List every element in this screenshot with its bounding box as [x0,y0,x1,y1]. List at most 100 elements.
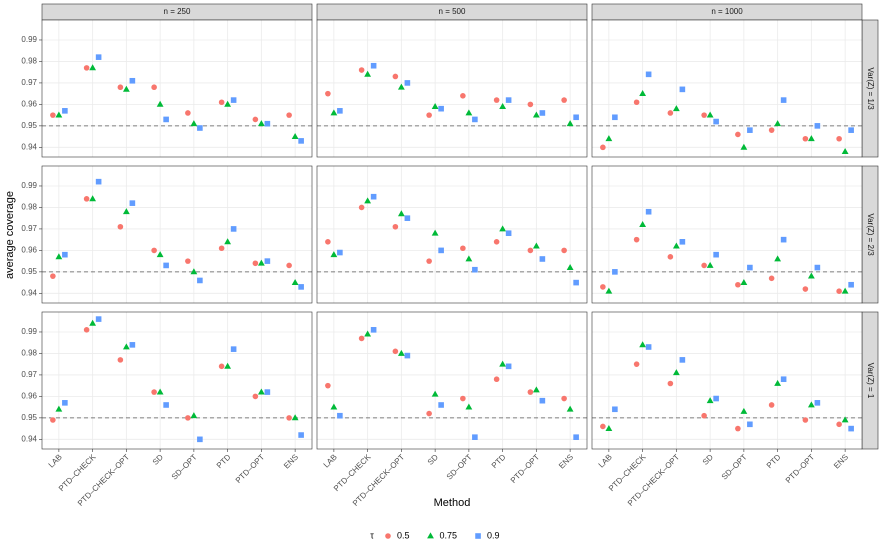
point [612,114,618,121]
y-tick-label: 0.95 [21,267,37,276]
point [465,109,473,116]
point [639,341,647,348]
point [539,256,546,262]
point [190,268,198,275]
point [633,99,640,106]
panel-border [41,165,313,304]
point [230,97,237,103]
point [190,120,198,127]
point [291,279,299,286]
x-tick-label: PTD [765,452,783,470]
point [252,393,259,400]
point [50,112,56,118]
legend-marker [475,533,481,539]
y-tick-label: 0.97 [21,224,37,233]
x-tick-label: LAB [322,453,339,470]
point [768,275,775,282]
panel [317,20,587,157]
point [605,287,613,294]
point [561,97,567,103]
point [438,105,444,112]
y-tick-label: 0.97 [21,78,37,87]
point [566,120,574,127]
x-tick-label: PTD–OPT [784,452,817,485]
y-axis-title: average coverage [4,191,16,279]
y-tick-label: 0.98 [21,349,37,358]
point [325,239,331,245]
y-tick-label: 0.99 [21,35,37,44]
point [735,281,741,288]
point [431,102,439,109]
point [163,402,169,408]
point [83,65,90,71]
point [392,348,399,355]
point [364,70,372,77]
point [298,138,304,144]
row-label: Var(Z) = 1/3 [866,67,875,110]
y-tick-label: 0.96 [21,391,37,400]
point [561,395,567,402]
panel-border [316,19,588,158]
point [499,225,507,232]
point [780,236,787,243]
x-tick-label: SD–OPT [720,452,749,481]
point [392,73,399,80]
point [472,266,478,273]
point [807,401,815,408]
point [83,327,90,333]
point [573,279,579,286]
x-tick-label: ENS [557,453,575,471]
point [740,143,748,150]
point [706,397,714,404]
point [807,135,815,142]
panel-border [591,165,863,304]
point [230,226,237,232]
point [364,197,372,204]
point [505,363,512,370]
point [735,425,741,432]
point [679,357,686,363]
point [298,284,304,290]
point [264,258,271,264]
point [814,123,821,129]
x-tick-label: SD–OPT [445,452,474,481]
point [117,84,124,91]
point [197,436,203,443]
point [735,131,741,138]
point [505,97,512,103]
point [252,116,259,123]
point [774,379,782,386]
point [337,108,343,114]
row-label: Var(Z) = 1 [866,363,875,399]
point [848,127,854,133]
point [836,421,842,428]
point [337,412,343,419]
point [286,415,292,421]
panel-border [591,311,863,450]
point [539,397,546,404]
point [325,382,331,389]
point [499,102,507,109]
legend-label: 0.9 [487,530,500,540]
point [330,109,338,116]
point [62,251,68,258]
point [706,261,714,268]
point [330,251,338,258]
point [573,434,579,440]
point [600,284,606,290]
point [802,286,809,292]
point [814,400,821,406]
point [713,251,719,258]
point [532,386,540,393]
point [493,239,500,245]
point [156,100,164,107]
point [566,263,574,270]
legend-label: 0.75 [440,530,458,540]
y-tick-label: 0.99 [21,327,37,336]
y-tick-label: 0.94 [21,288,37,297]
point [747,264,753,271]
point [257,259,265,266]
point [129,342,136,348]
point [532,242,540,249]
panel [42,20,312,157]
